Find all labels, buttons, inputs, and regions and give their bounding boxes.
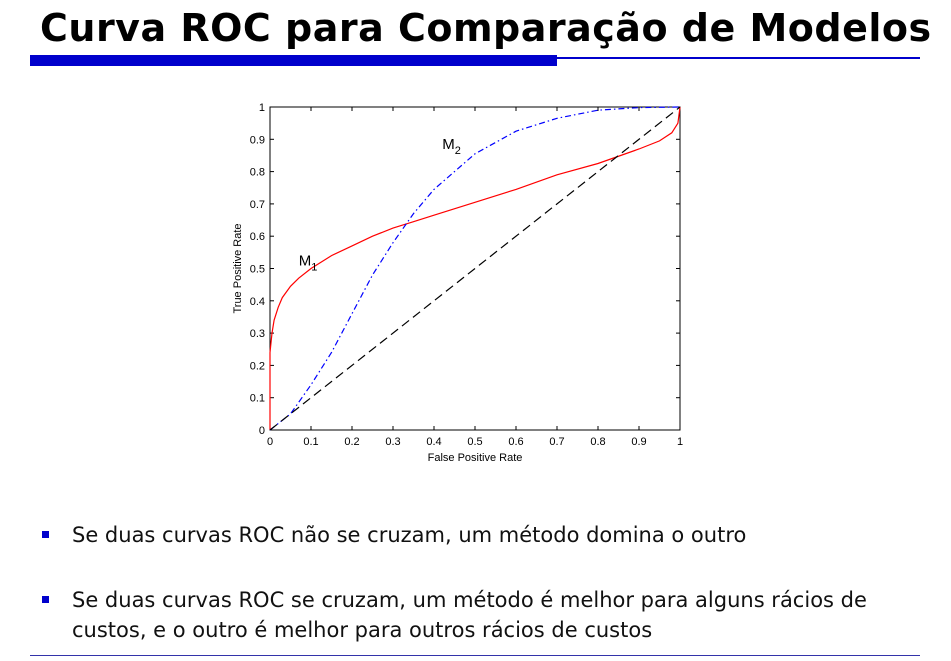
series-line-M1 [269, 106, 681, 430]
slide-title: Curva ROC para Comparação de Modelos [40, 6, 932, 50]
x-axis-label: False Positive Rate [428, 452, 523, 464]
y-tick-label: 0.1 [250, 393, 265, 405]
y-tick-label: 0.2 [250, 360, 265, 372]
y-tick-label: 0 [259, 425, 265, 437]
y-axis-label: True Positive Rate [232, 223, 244, 313]
x-tick-label: 0.4 [426, 436, 441, 448]
x-tick-label: 1 [677, 436, 683, 448]
bullet-item: Se duas curvas ROC não se cruzam, um mét… [40, 520, 920, 550]
y-tick-label: 0.5 [250, 264, 265, 276]
series-label: M2 [442, 136, 461, 157]
y-tick-label: 0.7 [250, 199, 265, 211]
x-tick-label: 0.6 [508, 436, 523, 448]
y-tick-label: 0.9 [250, 134, 265, 146]
footer-rule [30, 655, 920, 656]
x-tick-label: 0.7 [549, 436, 564, 448]
bullet-text: Se duas curvas ROC se cruzam, um método … [72, 588, 867, 642]
roc-chart: 0 0.1 0.2 0.3 0.4 0.5 0.6 0.7 0.8 0.9 1 0 0.1 0.2 0.3 0… [225, 95, 705, 479]
y-tick-label: 0.4 [250, 296, 265, 308]
random-classifier-line [269, 106, 681, 431]
roc-chart-svg: 0 0.1 0.2 0.3 0.4 0.5 0.6 0.7 0.8 0.9 1 0 0.1 0.2 0.3 0… [232, 102, 683, 464]
x-tick-label: 0.5 [467, 436, 482, 448]
x-tick-label: 0.9 [631, 436, 646, 448]
bullet-item: Se duas curvas ROC se cruzam, um método … [40, 585, 920, 645]
square-bullet-icon [42, 596, 49, 603]
square-bullet-icon [42, 531, 49, 538]
x-tick-label: 0.3 [385, 436, 400, 448]
y-tick-label: 1 [259, 102, 265, 114]
y-tick-label: 0.6 [250, 231, 265, 243]
bullet-list: Se duas curvas ROC não se cruzam, um mét… [40, 520, 920, 645]
x-tick-label: 0.1 [303, 436, 318, 448]
series-label-subscript: 1 [311, 261, 317, 273]
x-tick-label: 0 [267, 436, 273, 448]
series-label-subscript: 2 [455, 145, 461, 157]
y-tick-label: 0.3 [250, 328, 265, 340]
title-accent-bar [30, 55, 557, 66]
x-tick-label: 0.2 [344, 436, 359, 448]
y-tick-label: 0.8 [250, 167, 265, 179]
bullet-text: Se duas curvas ROC não se cruzam, um mét… [72, 523, 747, 547]
x-tick-label: 0.8 [590, 436, 605, 448]
